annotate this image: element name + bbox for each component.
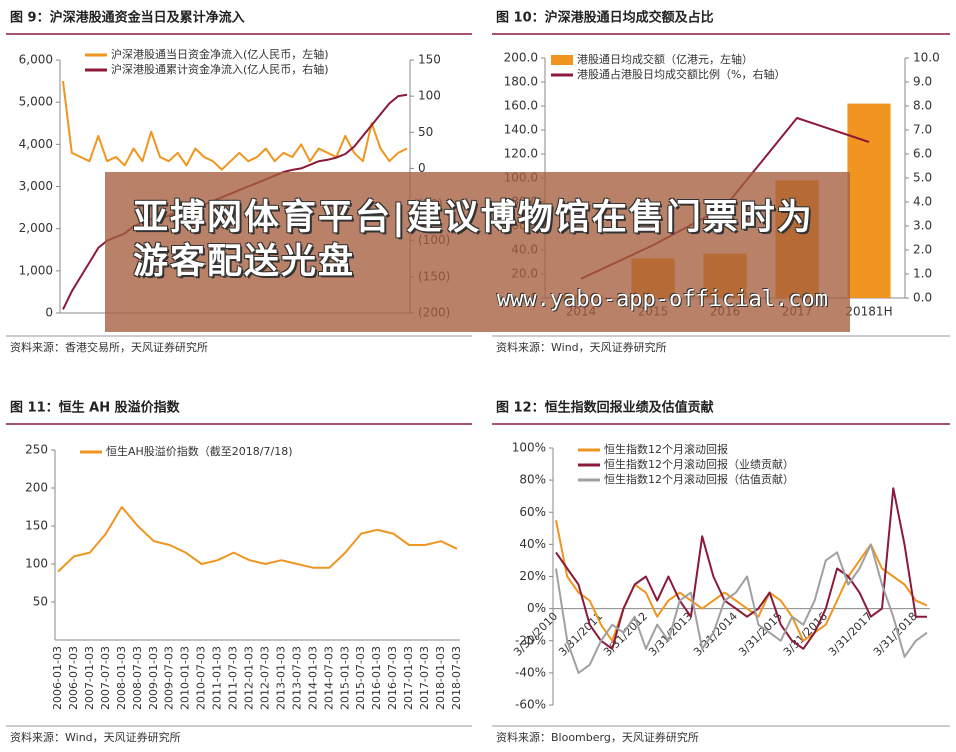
y-tick-label: 180.0 bbox=[504, 75, 538, 89]
source-note: 资料来源：Bloomberg，天风证券研究所 bbox=[496, 730, 699, 744]
source-note: 资料来源：Wind，天风证券研究所 bbox=[496, 340, 667, 354]
series-line bbox=[57, 506, 458, 573]
y-tick-label: 250 bbox=[25, 443, 48, 457]
source-note: 资料来源：Wind，天风证券研究所 bbox=[10, 730, 181, 744]
y-tick-label: -40% bbox=[515, 665, 546, 679]
y-tick-label: 0 bbox=[45, 306, 53, 320]
y-tick-label: 1,000 bbox=[19, 263, 53, 277]
y2-tick-label: 7.0 bbox=[913, 123, 932, 137]
y2-tick-label: 10.0 bbox=[913, 51, 940, 65]
x-tick-label: 2007-07-03 bbox=[99, 646, 112, 710]
y-tick-label: 100 bbox=[25, 557, 48, 571]
y-tick-label: 60% bbox=[519, 505, 546, 519]
y-tick-label: 40% bbox=[519, 537, 546, 551]
y2-tick-label: 5.0 bbox=[913, 171, 932, 185]
x-tick-label: 2014-01-03 bbox=[306, 646, 319, 710]
y-tick-label: 50 bbox=[33, 595, 48, 609]
x-tick-label: 2012-01-03 bbox=[243, 646, 256, 710]
x-tick-label: 2013-07-03 bbox=[290, 646, 303, 710]
y2-tick-label: 0.0 bbox=[913, 291, 932, 305]
x-tick-label: 2007-01-03 bbox=[83, 646, 96, 710]
x-tick-label: 2006-01-03 bbox=[51, 646, 64, 710]
y-tick-label: 0% bbox=[527, 601, 546, 615]
x-tick-label: 2016-07-03 bbox=[386, 646, 399, 710]
x-tick-label: 2015-01-03 bbox=[338, 646, 351, 710]
legend-label: 恒生指数12个月滚动回报（估值贡献） bbox=[604, 472, 794, 486]
y-tick-label: 150 bbox=[25, 519, 48, 533]
figure-title: 图 12：恒生指数回报业绩及估值贡献 bbox=[496, 400, 714, 416]
y2-tick-label: 150 bbox=[418, 53, 441, 67]
x-tick-label: 2018-07-03 bbox=[450, 646, 463, 710]
x-tick-label: 2015-07-03 bbox=[354, 646, 367, 710]
legend-label: 港股通日均成交额（亿港元，左轴） bbox=[577, 52, 753, 66]
x-tick-label: 2008-07-03 bbox=[131, 646, 144, 710]
overlay-url: www.yabo-app-official.com bbox=[496, 287, 828, 312]
y-tick-label: 200.0 bbox=[504, 51, 538, 65]
x-tick-label: 2013-01-03 bbox=[274, 646, 287, 710]
x-tick-label: 20181H bbox=[845, 305, 892, 319]
y2-tick-label: 1.0 bbox=[913, 267, 932, 281]
y-tick-label: 6,000 bbox=[19, 53, 53, 67]
x-tick-label: 2016-01-03 bbox=[370, 646, 383, 710]
x-tick-label: 2006-07-03 bbox=[67, 646, 80, 710]
legend-label: 港股通占港股日均成交额比例（%，右轴） bbox=[577, 67, 785, 81]
x-tick-label: 2017-07-03 bbox=[418, 646, 431, 710]
x-tick-label: 2011-01-03 bbox=[211, 646, 224, 710]
x-tick-label: 2009-01-03 bbox=[147, 646, 160, 710]
y2-tick-label: 2.0 bbox=[913, 243, 932, 257]
y2-tick-label: 0 bbox=[418, 161, 426, 175]
series-line bbox=[555, 520, 928, 642]
legend-label: 恒生指数12个月滚动回报（业绩贡献） bbox=[604, 457, 794, 471]
y2-tick-label: 9.0 bbox=[913, 75, 932, 89]
x-tick-label: 2014-07-03 bbox=[322, 646, 335, 710]
figure-title: 图 9：沪深港股通资金当日及累计净流入 bbox=[10, 10, 245, 26]
y-tick-label: -20% bbox=[515, 633, 546, 647]
y-tick-label: 3,000 bbox=[19, 179, 53, 193]
x-tick-label: 2017-01-03 bbox=[402, 646, 415, 710]
bar bbox=[847, 103, 891, 298]
x-tick-label: 2011-07-03 bbox=[227, 646, 240, 710]
y-tick-label: 100% bbox=[512, 441, 546, 455]
series-line bbox=[555, 543, 928, 674]
y-tick-label: -60% bbox=[515, 698, 546, 712]
legend-swatch bbox=[551, 55, 573, 65]
x-tick-label: 2018-01-03 bbox=[434, 646, 447, 710]
x-tick-label: 2012-07-03 bbox=[258, 646, 271, 710]
figure-title: 图 11：恒生 AH 股溢价指数 bbox=[10, 400, 181, 416]
y2-tick-label: 50 bbox=[418, 125, 433, 139]
y-tick-label: 200 bbox=[25, 481, 48, 495]
y-tick-label: 20% bbox=[519, 569, 546, 583]
x-tick-label: 3/31/2017 bbox=[826, 610, 875, 659]
series-line bbox=[62, 80, 408, 171]
legend-label: 恒生指数12个月滚动回报 bbox=[604, 442, 728, 456]
x-tick-label: 2008-01-03 bbox=[115, 646, 128, 710]
y-tick-label: 160.0 bbox=[504, 99, 538, 113]
x-tick-label: 3/31/2018 bbox=[871, 610, 920, 659]
source-note: 资料来源：香港交易所，天风证券研究所 bbox=[10, 340, 208, 354]
x-tick-label: 2010-07-03 bbox=[195, 646, 208, 710]
y2-tick-label: 100 bbox=[418, 89, 441, 103]
y-tick-label: 140.0 bbox=[504, 123, 538, 137]
y-tick-label: 4,000 bbox=[19, 137, 53, 151]
legend-label: 恒生AH股溢价指数（截至2018/7/18) bbox=[106, 444, 293, 458]
watermark-overlay: 亚搏网体育平台|建议博物馆在售门票时为游客配送光盘 www.yabo-app-o… bbox=[105, 172, 850, 332]
legend-label: 沪深港股通当日资金净流入(亿人民币，左轴) bbox=[111, 47, 329, 61]
y-tick-label: 5,000 bbox=[19, 95, 53, 109]
overlay-title: 亚搏网体育平台|建议博物馆在售门票时为游客配送光盘 bbox=[133, 198, 814, 282]
x-tick-label: 2010-01-03 bbox=[179, 646, 192, 710]
legend-label: 沪深港股通累计资金净流入(亿人民币，右轴) bbox=[111, 62, 329, 76]
y2-tick-label: 8.0 bbox=[913, 99, 932, 113]
x-tick-label: 2009-07-03 bbox=[163, 646, 176, 710]
y-tick-label: 2,000 bbox=[19, 221, 53, 235]
y2-tick-label: 6.0 bbox=[913, 147, 932, 161]
figure-title: 图 10：沪深港股通日均成交额及占比 bbox=[496, 10, 714, 26]
y-tick-label: 80% bbox=[519, 473, 546, 487]
y-tick-label: 120.0 bbox=[504, 147, 538, 161]
y2-tick-label: 4.0 bbox=[913, 195, 932, 209]
y2-tick-label: 3.0 bbox=[913, 219, 932, 233]
